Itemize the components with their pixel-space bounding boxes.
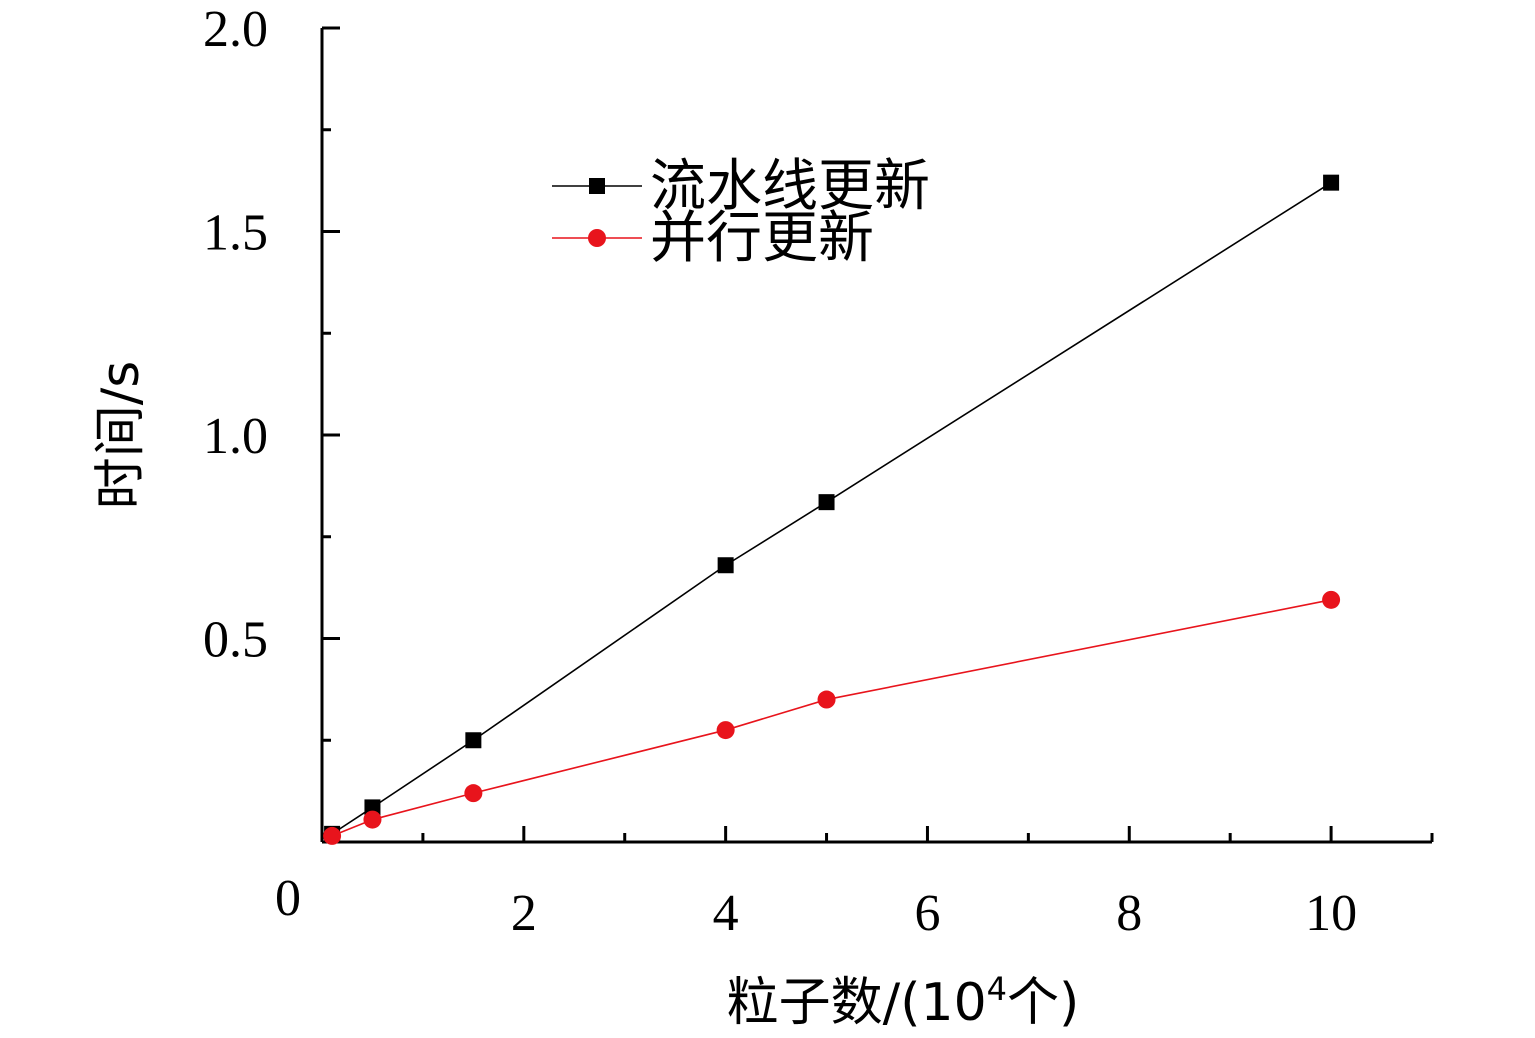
data-point-square <box>717 557 734 574</box>
axes <box>320 28 1432 844</box>
data-point-circle <box>464 784 483 803</box>
y-tick-label: 0.5 <box>203 612 268 669</box>
data-point-circle <box>323 826 342 845</box>
data-point-circle <box>817 690 836 709</box>
data-point-circle <box>716 721 735 740</box>
ticks: 0 2 4 6 8 10 0.5 1.0 1.5 2.0 <box>203 1 1434 942</box>
data-point-square <box>364 799 381 816</box>
x-tick-label: 4 <box>713 885 739 942</box>
data-point-circle <box>363 810 382 829</box>
data-point-square <box>465 732 482 749</box>
x-tick-label: 8 <box>1116 885 1142 942</box>
data-point-circle <box>1322 590 1341 609</box>
x-tick-label: 6 <box>914 885 940 942</box>
legend-marker-circle <box>588 229 606 247</box>
series-layer <box>323 174 1341 845</box>
legend-marker-square <box>589 178 605 194</box>
y-tick-label: 1.0 <box>203 408 268 465</box>
data-point-square <box>818 494 835 511</box>
x-tick-label: 0 <box>275 870 301 927</box>
legend-entry: 流水线更新 <box>552 154 930 219</box>
y-axis-title: 时间/s <box>91 361 151 510</box>
series-2 <box>323 590 1341 845</box>
y-tick-label: 1.5 <box>203 205 268 262</box>
legend-entry: 并行更新 <box>552 206 874 271</box>
x-axis-title: 粒子数/(104个) <box>727 970 1080 1033</box>
x-tick-label: 10 <box>1305 885 1357 942</box>
series-line <box>331 599 1332 837</box>
x-tick-label: 2 <box>511 885 537 942</box>
legend-label: 并行更新 <box>650 206 874 271</box>
data-point-square <box>1323 174 1340 191</box>
series-1 <box>324 174 1340 842</box>
legend-label: 流水线更新 <box>650 154 930 219</box>
y-tick-label: 2.0 <box>203 1 268 58</box>
